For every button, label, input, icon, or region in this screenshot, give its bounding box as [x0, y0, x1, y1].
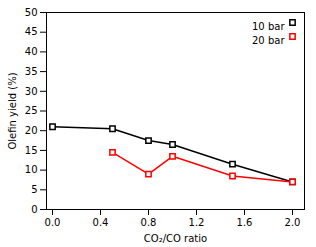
svg-text:10 bar: 10 bar	[252, 21, 285, 32]
svg-text:10: 10	[25, 164, 38, 175]
svg-text:2.0: 2.0	[285, 217, 301, 228]
svg-text:CO₂/CO ratio: CO₂/CO ratio	[144, 233, 207, 244]
svg-text:1.6: 1.6	[237, 217, 253, 228]
svg-text:50: 50	[25, 7, 38, 18]
svg-text:0.8: 0.8	[141, 217, 157, 228]
svg-text:35: 35	[25, 66, 38, 77]
svg-text:25: 25	[25, 105, 38, 116]
svg-text:45: 45	[25, 26, 38, 37]
svg-text:20 bar: 20 bar	[252, 35, 285, 46]
svg-text:1.2: 1.2	[189, 217, 205, 228]
svg-text:0: 0	[31, 204, 37, 215]
svg-text:0.4: 0.4	[93, 217, 109, 228]
svg-text:5: 5	[31, 184, 37, 195]
svg-text:30: 30	[25, 86, 38, 97]
svg-text:15: 15	[25, 145, 38, 156]
svg-text:40: 40	[25, 46, 38, 57]
svg-text:20: 20	[25, 125, 38, 136]
svg-text:0.0: 0.0	[45, 217, 61, 228]
svg-text:Olefin yield (%): Olefin yield (%)	[7, 72, 18, 149]
